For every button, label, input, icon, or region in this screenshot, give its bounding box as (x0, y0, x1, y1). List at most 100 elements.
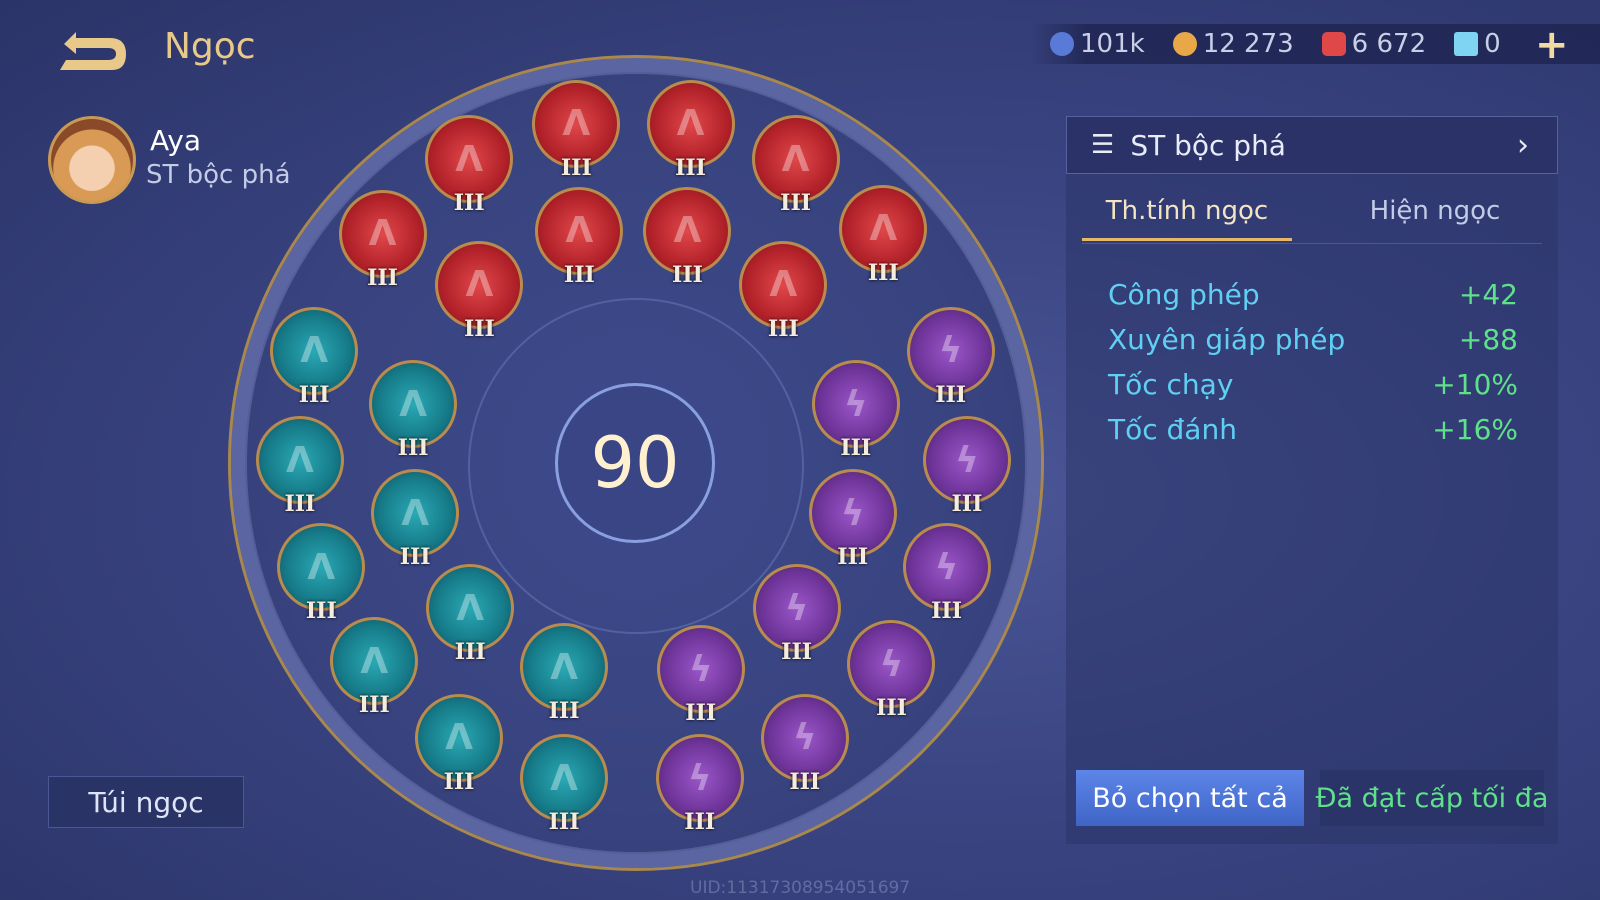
hero-avatar[interactable] (48, 116, 136, 204)
red-gem-icon: Ʌ (455, 138, 484, 180)
gem-level: III (399, 544, 431, 571)
teal-gem-icon: Ʌ (300, 330, 329, 372)
teal-gem-slot[interactable]: Ʌ III (520, 734, 609, 835)
gem-level: III (837, 544, 869, 571)
stat-name: Xuyên giáp phép (1108, 323, 1346, 356)
red-gem-slot[interactable]: Ʌ III (751, 115, 840, 216)
preset-selector[interactable]: ☰ ST bộc phá › (1066, 116, 1558, 174)
purple-gem-icon: ϟ (792, 717, 817, 759)
purple-gem-slot[interactable]: ϟ III (656, 625, 745, 726)
currency-value: 101k (1080, 29, 1145, 59)
teal-gem-slot[interactable]: Ʌ III (277, 523, 366, 624)
gem-level: III (298, 381, 330, 408)
gem-level: III (931, 598, 962, 625)
gem-level: III (876, 695, 907, 722)
teal-gem-icon: Ʌ (399, 383, 428, 425)
gem-level: III (560, 154, 592, 181)
tab-gem-stats[interactable]: Th.tính ngọc (1082, 196, 1292, 241)
red-gem-slot[interactable]: Ʌ III (435, 240, 524, 342)
purple-gem-slot[interactable]: ϟ III (847, 620, 936, 721)
currency-gold: 12 273 (1172, 29, 1294, 59)
teal-gem-icon: Ʌ (401, 492, 430, 534)
gem-level: III (867, 259, 899, 286)
gem-level: III (453, 190, 485, 217)
gem-level-total: 90 (555, 383, 715, 543)
red-gem-icon: Ʌ (562, 103, 591, 144)
gem-level: III (685, 700, 717, 727)
red-gem-slot[interactable]: Ʌ III (535, 186, 624, 288)
stat-name: Tốc chạy (1108, 368, 1234, 401)
back-arrow-icon[interactable] (52, 30, 130, 74)
red-gem-icon: Ʌ (676, 103, 705, 144)
purple-gem-icon: ϟ (955, 439, 979, 481)
stats-panel (1066, 116, 1558, 844)
gem-level: III (563, 261, 595, 288)
purple-gem-slot[interactable]: ϟ III (760, 693, 849, 795)
blue-ticket-icon (1454, 32, 1479, 56)
gold-coin-icon (1172, 32, 1197, 56)
hero-preset-name: ST bộc phá (146, 160, 291, 190)
purple-gem-slot[interactable]: ϟ III (922, 416, 1011, 517)
red-gem-slot[interactable]: Ʌ III (532, 79, 621, 181)
purple-gem-slot[interactable]: ϟ III (655, 734, 744, 835)
teal-gem-slot[interactable]: Ʌ III (330, 617, 419, 718)
red-gem-icon: Ʌ (368, 213, 397, 255)
currency-value: 0 (1484, 29, 1501, 59)
red-gem-slot[interactable]: Ʌ III (739, 240, 828, 342)
preset-label: ST bộc phá (1130, 128, 1286, 162)
purple-gem-slot[interactable]: ϟ III (902, 523, 991, 624)
add-currency-button[interactable]: + (1535, 22, 1569, 68)
stat-value: +10% (1432, 368, 1518, 401)
gem-level: III (463, 315, 495, 342)
red-gem-icon: Ʌ (565, 210, 594, 252)
currency-ticket: 0 (1454, 29, 1501, 59)
purple-gem-icon: ϟ (843, 383, 868, 425)
purple-gem-icon: ϟ (934, 546, 959, 588)
currency-value: 6 672 (1351, 29, 1427, 59)
stat-row: Công phép +42 (1108, 278, 1518, 311)
red-gem-slot[interactable]: Ʌ III (338, 189, 427, 291)
purple-gem-slot[interactable]: ϟ III (752, 564, 841, 665)
max-level-status: Đã đạt cấp tối đa (1316, 770, 1548, 826)
stat-value: +42 (1458, 278, 1518, 311)
teal-gem-slot[interactable]: Ʌ III (520, 623, 609, 724)
purple-gem-icon: ϟ (938, 330, 963, 372)
teal-gem-slot[interactable]: Ʌ III (369, 360, 458, 461)
gem-level: III (840, 435, 872, 461)
currency-value: 12 273 (1202, 29, 1294, 59)
purple-gem-icon: ϟ (840, 492, 865, 534)
purple-gem-slot[interactable]: ϟ III (906, 306, 995, 408)
gem-level: III (935, 381, 967, 408)
teal-gem-icon: Ʌ (285, 439, 314, 481)
red-gem-slot[interactable]: Ʌ III (646, 79, 735, 181)
purple-gem-slot[interactable]: ϟ III (808, 469, 897, 570)
teal-gem-slot[interactable]: Ʌ III (415, 693, 503, 795)
purple-gem-slot[interactable]: ϟ III (811, 360, 900, 461)
deselect-all-button[interactable]: Bỏ chọn tất cả (1076, 770, 1304, 826)
gem-level: III (951, 491, 983, 518)
teal-gem-icon: Ʌ (550, 646, 578, 688)
stat-value: +88 (1458, 323, 1518, 356)
gem-bag-button[interactable]: Túi ngọc (48, 776, 244, 828)
teal-gem-slot[interactable]: Ʌ III (426, 564, 515, 665)
red-gem-icon (1321, 32, 1346, 56)
purple-gem-icon: ϟ (879, 643, 904, 685)
red-gem-slot[interactable]: Ʌ III (425, 115, 514, 216)
page-title: Ngọc (164, 26, 256, 67)
teal-gem-slot[interactable]: Ʌ III (255, 416, 344, 517)
gem-level: III (548, 809, 580, 836)
gem-level: III (672, 261, 703, 288)
red-gem-slot[interactable]: Ʌ III (839, 184, 928, 286)
red-gem-slot[interactable]: Ʌ III (643, 186, 732, 288)
red-gem-icon: Ʌ (769, 264, 798, 306)
teal-gem-slot[interactable]: Ʌ III (270, 306, 359, 408)
stat-row: Tốc chạy +10% (1108, 368, 1518, 401)
tab-show-gems[interactable]: Hiện ngọc (1369, 196, 1501, 226)
stat-row: Tốc đánh +16% (1108, 413, 1518, 446)
stat-row: Xuyên giáp phép +88 (1108, 323, 1518, 356)
list-icon: ☰ (1091, 130, 1115, 160)
gem-level: III (684, 809, 716, 836)
teal-gem-icon: Ʌ (456, 587, 485, 629)
teal-gem-slot[interactable]: Ʌ III (371, 469, 460, 570)
blue-token-icon (1050, 32, 1074, 56)
